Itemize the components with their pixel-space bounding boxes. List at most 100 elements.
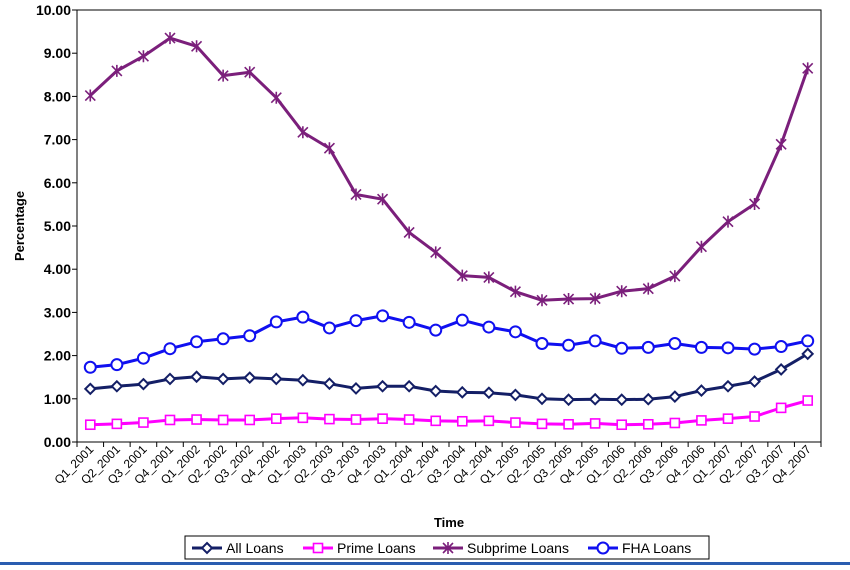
data-point-3 bbox=[136, 351, 150, 365]
legend-label: Prime Loans bbox=[337, 540, 416, 556]
y-tick-label: 1.00 bbox=[44, 391, 71, 407]
y-axis-label: Percentage bbox=[12, 191, 27, 261]
data-point-2 bbox=[775, 138, 787, 151]
data-point-0 bbox=[163, 372, 177, 386]
data-point-0 bbox=[562, 393, 575, 407]
data-point-2 bbox=[297, 126, 309, 139]
legend-label: Subprime Loans bbox=[467, 540, 569, 556]
data-point-1 bbox=[377, 413, 388, 424]
data-point-1 bbox=[84, 419, 96, 431]
data-point-1 bbox=[775, 402, 787, 414]
data-point-2 bbox=[563, 293, 575, 306]
data-point-0 bbox=[83, 382, 97, 396]
data-point-2 bbox=[456, 269, 468, 282]
data-point-3 bbox=[429, 323, 443, 337]
data-point-2 bbox=[377, 193, 389, 206]
data-point-3 bbox=[190, 335, 204, 349]
y-axis-ticks: 0.00 1.00 2.00 3.00 4.00 5.00 6.00 7.00 8.00 9.00… bbox=[36, 2, 77, 450]
data-point-3 bbox=[694, 340, 708, 354]
legend-label: FHA Loans bbox=[622, 540, 691, 556]
data-point-2 bbox=[270, 91, 282, 104]
series-line-3 bbox=[90, 314, 809, 369]
data-point-0 bbox=[482, 386, 496, 400]
data-point-1 bbox=[802, 395, 814, 406]
data-point-2 bbox=[164, 32, 176, 45]
data-point-2 bbox=[509, 285, 521, 298]
y-tick-label: 6.00 bbox=[44, 175, 71, 191]
data-point-1 bbox=[191, 414, 202, 425]
y-tick-label: 5.00 bbox=[44, 218, 71, 234]
legend-marker bbox=[312, 542, 324, 554]
data-point-2 bbox=[137, 50, 149, 63]
data-point-1 bbox=[111, 418, 123, 430]
y-tick-label: 10.00 bbox=[36, 2, 71, 18]
data-point-2 bbox=[403, 226, 415, 239]
data-point-2 bbox=[430, 246, 442, 259]
data-point-1 bbox=[244, 414, 256, 426]
data-point-0 bbox=[641, 392, 655, 406]
data-point-3 bbox=[615, 341, 629, 355]
data-point-3 bbox=[668, 337, 682, 351]
data-point-0 bbox=[323, 377, 336, 391]
series-line-2 bbox=[89, 36, 810, 302]
data-point-1 bbox=[430, 415, 442, 427]
series-lines bbox=[89, 36, 810, 427]
data-point-2 bbox=[642, 282, 654, 295]
data-point-2 bbox=[84, 89, 96, 102]
data-point-1 bbox=[696, 415, 707, 426]
data-point-0 bbox=[110, 379, 124, 393]
data-point-2 bbox=[722, 215, 734, 228]
data-point-3 bbox=[376, 309, 390, 323]
data-point-0 bbox=[721, 379, 735, 393]
data-point-2 bbox=[111, 64, 123, 77]
data-point-1 bbox=[297, 412, 309, 424]
data-point-1 bbox=[669, 417, 681, 429]
data-point-3 bbox=[562, 338, 576, 352]
data-point-2 bbox=[589, 292, 601, 305]
series-markers bbox=[83, 32, 815, 431]
data-point-0 bbox=[455, 385, 469, 399]
data-point-0 bbox=[695, 384, 708, 398]
data-point-0 bbox=[774, 363, 788, 376]
data-point-3 bbox=[243, 329, 257, 343]
data-point-3 bbox=[748, 342, 762, 356]
y-tick-label: 8.00 bbox=[44, 88, 71, 104]
series-line-0 bbox=[90, 352, 809, 402]
data-point-3 bbox=[269, 315, 283, 329]
data-point-2 bbox=[802, 62, 814, 75]
data-point-0 bbox=[243, 371, 257, 385]
data-point-2 bbox=[244, 66, 256, 79]
data-point-3 bbox=[110, 358, 124, 372]
data-point-2 bbox=[616, 285, 628, 298]
data-point-2 bbox=[191, 40, 203, 53]
legend-marker bbox=[200, 541, 214, 555]
x-axis-ticks: Q1_2001Q2_2001Q3_2001Q4_2001Q1_2002Q2_20… bbox=[52, 442, 822, 487]
data-point-2 bbox=[217, 69, 229, 82]
data-point-3 bbox=[588, 334, 602, 348]
y-tick-label: 0.00 bbox=[44, 434, 71, 450]
data-point-1 bbox=[483, 415, 495, 427]
data-point-0 bbox=[349, 382, 363, 395]
y-tick-label: 9.00 bbox=[44, 45, 71, 61]
data-point-3 bbox=[641, 340, 655, 354]
data-point-3 bbox=[535, 337, 549, 351]
data-point-0 bbox=[402, 379, 416, 393]
data-point-2 bbox=[483, 271, 495, 284]
data-point-3 bbox=[482, 320, 496, 334]
legend-items: All Loans Prime Loans Subprime Loans FHA Lo… bbox=[192, 540, 691, 556]
data-point-1 bbox=[456, 415, 468, 427]
data-point-0 bbox=[509, 388, 522, 402]
y-tick-label: 2.00 bbox=[44, 348, 71, 364]
data-point-1 bbox=[510, 417, 521, 428]
data-point-1 bbox=[164, 414, 176, 426]
data-point-1 bbox=[217, 414, 229, 426]
data-point-0 bbox=[668, 390, 682, 404]
data-point-1 bbox=[616, 419, 628, 431]
data-point-0 bbox=[748, 375, 761, 388]
data-point-3 bbox=[721, 341, 735, 355]
data-point-2 bbox=[536, 294, 548, 307]
data-point-3 bbox=[163, 342, 177, 356]
data-point-1 bbox=[138, 417, 149, 428]
